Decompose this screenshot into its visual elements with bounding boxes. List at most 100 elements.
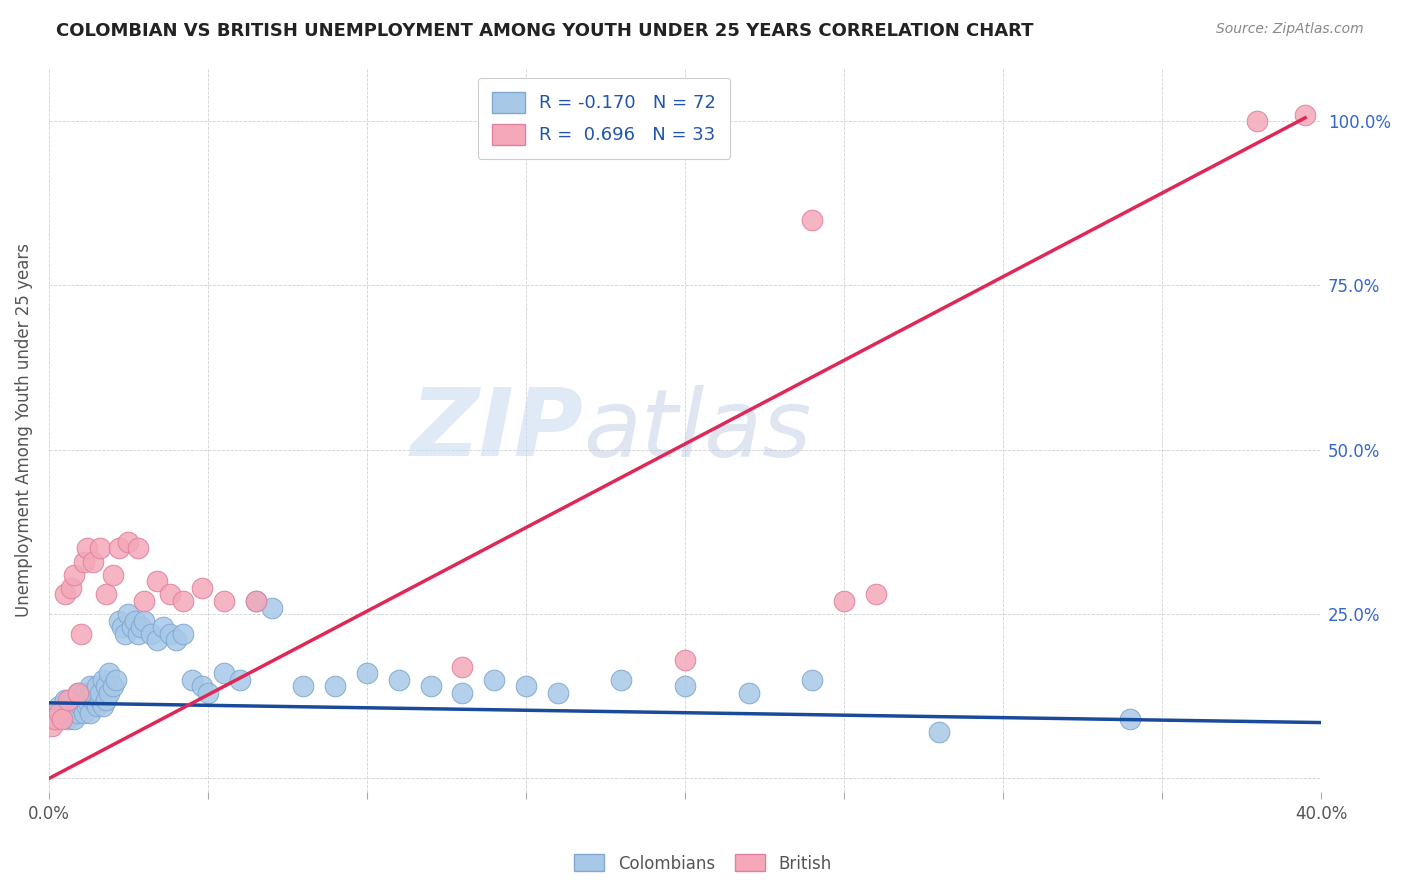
Point — [60, 706, 83, 720]
Point — [134, 614, 156, 628]
Point — [673, 680, 696, 694]
Point — [212, 594, 235, 608]
Point — [51, 706, 73, 720]
Point — [165, 633, 187, 648]
Point — [41, 706, 63, 720]
Point — [292, 680, 315, 694]
Point — [69, 627, 91, 641]
Point — [82, 686, 104, 700]
Point — [737, 686, 759, 700]
Point — [56, 712, 79, 726]
Point — [89, 541, 111, 556]
Point — [1294, 107, 1316, 121]
Point — [96, 692, 118, 706]
Point — [117, 534, 139, 549]
Text: Source: ZipAtlas.com: Source: ZipAtlas.com — [1216, 22, 1364, 37]
Point — [69, 699, 91, 714]
Point — [159, 587, 181, 601]
Point — [60, 692, 83, 706]
Point — [66, 706, 89, 720]
Point — [1119, 712, 1142, 726]
Point — [515, 680, 537, 694]
Point — [108, 541, 131, 556]
Point — [172, 627, 194, 641]
Point — [865, 587, 887, 601]
Point — [73, 706, 96, 720]
Point — [114, 627, 136, 641]
Point — [76, 541, 98, 556]
Legend: Colombians, British: Colombians, British — [568, 847, 838, 880]
Point — [96, 587, 118, 601]
Point — [190, 680, 212, 694]
Point — [451, 686, 474, 700]
Point — [96, 680, 118, 694]
Point — [66, 686, 89, 700]
Y-axis label: Unemployment Among Youth under 25 years: Unemployment Among Youth under 25 years — [15, 243, 32, 617]
Point — [53, 692, 76, 706]
Point — [673, 653, 696, 667]
Point — [73, 555, 96, 569]
Point — [66, 686, 89, 700]
Point — [44, 712, 66, 726]
Point — [134, 594, 156, 608]
Point — [419, 680, 441, 694]
Point — [53, 587, 76, 601]
Point — [79, 706, 101, 720]
Point — [127, 541, 149, 556]
Text: ZIP: ZIP — [411, 384, 583, 476]
Point — [101, 567, 124, 582]
Point — [104, 673, 127, 687]
Point — [91, 699, 114, 714]
Point — [245, 594, 267, 608]
Point — [73, 686, 96, 700]
Point — [63, 712, 86, 726]
Point — [260, 600, 283, 615]
Point — [63, 567, 86, 582]
Point — [82, 692, 104, 706]
Point — [610, 673, 633, 687]
Point — [79, 680, 101, 694]
Point — [56, 699, 79, 714]
Legend: R = -0.170   N = 72, R =  0.696   N = 33: R = -0.170 N = 72, R = 0.696 N = 33 — [478, 78, 731, 159]
Point — [832, 594, 855, 608]
Point — [127, 627, 149, 641]
Point — [69, 692, 91, 706]
Point — [356, 666, 378, 681]
Point — [60, 581, 83, 595]
Point — [108, 614, 131, 628]
Point — [117, 607, 139, 621]
Point — [63, 699, 86, 714]
Point — [388, 673, 411, 687]
Point — [482, 673, 505, 687]
Point — [89, 692, 111, 706]
Point — [928, 725, 950, 739]
Point — [44, 712, 66, 726]
Point — [76, 692, 98, 706]
Point — [48, 699, 70, 714]
Point — [121, 620, 143, 634]
Point — [181, 673, 204, 687]
Point — [229, 673, 252, 687]
Point — [98, 686, 121, 700]
Point — [245, 594, 267, 608]
Point — [152, 620, 174, 634]
Point — [146, 574, 169, 589]
Point — [48, 706, 70, 720]
Point — [41, 719, 63, 733]
Point — [197, 686, 219, 700]
Point — [51, 712, 73, 726]
Point — [101, 680, 124, 694]
Point — [212, 666, 235, 681]
Point — [146, 633, 169, 648]
Point — [56, 692, 79, 706]
Point — [86, 680, 108, 694]
Text: atlas: atlas — [583, 384, 811, 475]
Point — [89, 686, 111, 700]
Point — [91, 673, 114, 687]
Point — [190, 581, 212, 595]
Point — [323, 680, 346, 694]
Point — [801, 673, 824, 687]
Point — [86, 699, 108, 714]
Point — [159, 627, 181, 641]
Point — [76, 699, 98, 714]
